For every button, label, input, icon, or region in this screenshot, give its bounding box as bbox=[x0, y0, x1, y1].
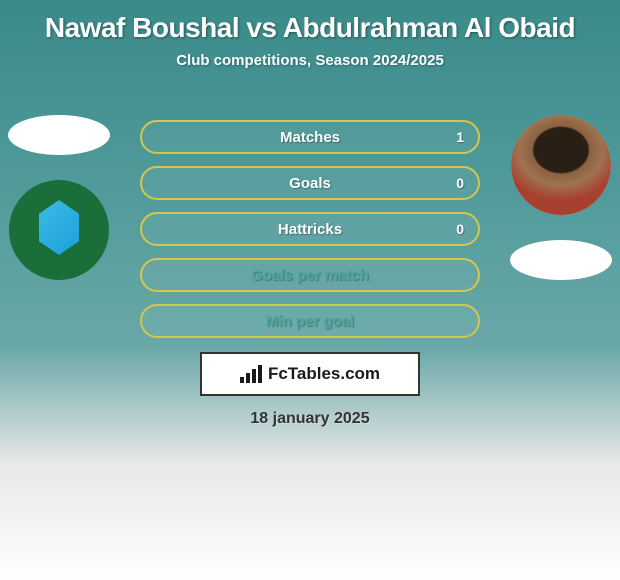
date-label: 18 january 2025 bbox=[0, 410, 620, 428]
player-right-column bbox=[510, 115, 612, 280]
stat-value: 1 bbox=[456, 129, 464, 145]
stat-value: 0 bbox=[456, 221, 464, 237]
player-left-placeholder bbox=[8, 115, 110, 155]
stat-label: Goals per match bbox=[251, 267, 369, 284]
chart-icon bbox=[240, 365, 262, 383]
club-logo-left bbox=[9, 180, 109, 280]
stats-list: Matches 1 Goals 0 Hattricks 0 Goals per … bbox=[140, 120, 480, 338]
branding-box: FcTables.com bbox=[200, 352, 420, 396]
stat-goals: Goals 0 bbox=[140, 166, 480, 200]
stat-label: Goals bbox=[289, 175, 331, 192]
stat-value: 0 bbox=[456, 175, 464, 191]
subtitle: Club competitions, Season 2024/2025 bbox=[0, 52, 620, 69]
stat-label: Hattricks bbox=[278, 221, 342, 238]
stat-min-per-goal: Min per goal bbox=[140, 304, 480, 338]
branding-text: FcTables.com bbox=[268, 364, 380, 384]
stat-label: Min per goal bbox=[266, 313, 354, 330]
stat-hattricks: Hattricks 0 bbox=[140, 212, 480, 246]
player-left-column bbox=[8, 115, 110, 280]
stat-goals-per-match: Goals per match bbox=[140, 258, 480, 292]
stat-label: Matches bbox=[280, 129, 340, 146]
club-right-placeholder bbox=[510, 240, 612, 280]
player-right-avatar bbox=[511, 115, 611, 215]
stat-matches: Matches 1 bbox=[140, 120, 480, 154]
page-title: Nawaf Boushal vs Abdulrahman Al Obaid bbox=[0, 0, 620, 44]
